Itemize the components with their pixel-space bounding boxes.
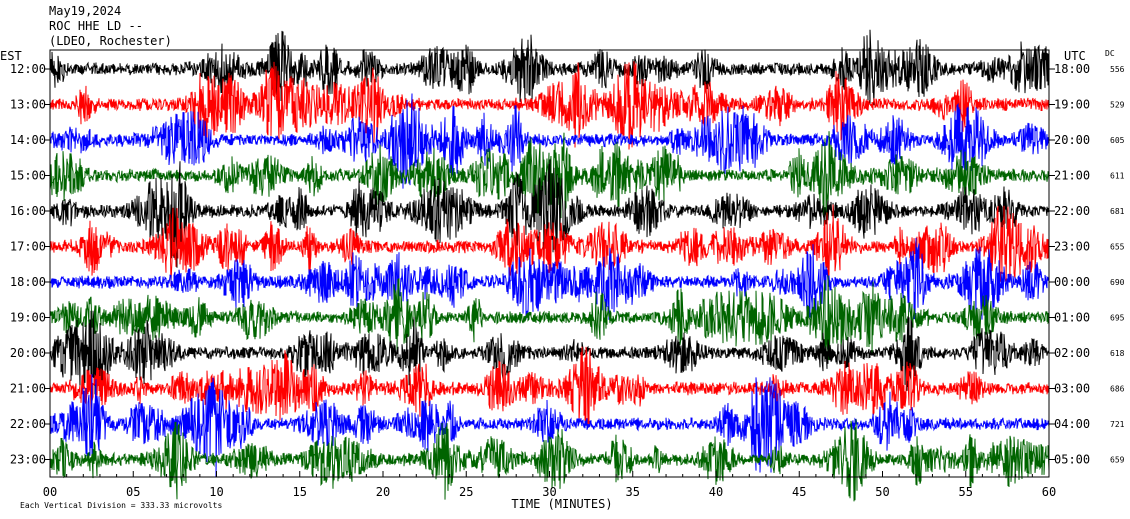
utc-label: 03:00 xyxy=(1054,382,1090,396)
utc-label: 00:00 xyxy=(1054,275,1090,289)
dc-value: 655 xyxy=(1110,243,1125,252)
x-tick-label: 15 xyxy=(293,485,307,499)
utc-label: 21:00 xyxy=(1054,169,1090,183)
utc-label: 19:00 xyxy=(1054,98,1090,112)
header-date: May19,2024 xyxy=(49,4,122,18)
trace-1600 xyxy=(49,159,1050,268)
utc-axis-label: UTC xyxy=(1064,49,1086,63)
est-label: 16:00 xyxy=(10,204,46,218)
dc-value: 611 xyxy=(1110,172,1125,181)
utc-label: 04:00 xyxy=(1054,417,1090,431)
x-tick-label: 00 xyxy=(43,485,57,499)
x-tick-label: 25 xyxy=(459,485,473,499)
utc-label: 22:00 xyxy=(1054,204,1090,218)
x-axis-label: TIME (MINUTES) xyxy=(511,497,612,511)
dc-value: 721 xyxy=(1110,420,1125,429)
est-label: 21:00 xyxy=(10,382,46,396)
dc-value: 695 xyxy=(1110,314,1125,323)
x-tick-label: 05 xyxy=(126,485,140,499)
trace-2000 xyxy=(49,310,1050,395)
est-label: 19:00 xyxy=(10,311,46,325)
est-label: 14:00 xyxy=(10,133,46,147)
est-label: 13:00 xyxy=(10,98,46,112)
utc-label: 23:00 xyxy=(1054,240,1090,254)
dc-value: 556 xyxy=(1110,65,1125,74)
x-tick-label: 45 xyxy=(792,485,806,499)
trace-2100 xyxy=(49,346,1050,428)
trace-layer xyxy=(49,29,1050,502)
dc-value: 529 xyxy=(1110,101,1125,110)
x-tick-label: 35 xyxy=(626,485,640,499)
est-axis-label: EST xyxy=(0,49,22,63)
dc-value: 690 xyxy=(1110,278,1125,287)
est-label: 20:00 xyxy=(10,346,46,360)
dc-value: 618 xyxy=(1110,349,1125,358)
utc-label: 20:00 xyxy=(1054,133,1090,147)
est-label: 23:00 xyxy=(10,453,46,467)
trace-1800 xyxy=(49,237,1050,320)
dc-value: 605 xyxy=(1110,136,1125,145)
est-label: 18:00 xyxy=(10,275,46,289)
header-location: (LDEO, Rochester) xyxy=(49,34,172,48)
est-label: 22:00 xyxy=(10,417,46,431)
x-tick-label: 30 xyxy=(542,485,556,499)
trace-1700 xyxy=(49,204,1050,287)
utc-label: 18:00 xyxy=(1054,62,1090,76)
trace-1900 xyxy=(49,275,1050,360)
est-label: 15:00 xyxy=(10,169,46,183)
trace-1200 xyxy=(49,29,1050,106)
x-tick-label: 60 xyxy=(1042,485,1056,499)
dc-value: 659 xyxy=(1110,456,1125,465)
scale-note: Each Vertical Division = 333.33 microvol… xyxy=(20,501,222,510)
header-station: ROC HHE LD -- xyxy=(49,19,143,33)
dc-header: DC xyxy=(1105,49,1115,58)
utc-label: 02:00 xyxy=(1054,346,1090,360)
utc-label: 05:00 xyxy=(1054,453,1090,467)
x-tick-label: 20 xyxy=(376,485,390,499)
trace-1400 xyxy=(49,93,1050,189)
dc-value: 681 xyxy=(1110,207,1125,216)
x-tick-label: 50 xyxy=(875,485,889,499)
label-layer: 12:00 18:00 556 13:00 19:00 529 14:00 20:00 605 1… xyxy=(0,49,1125,511)
dc-value: 686 xyxy=(1110,385,1125,394)
trace-2300 xyxy=(49,419,1050,502)
x-tick-label: 40 xyxy=(709,485,723,499)
x-tick-label: 10 xyxy=(209,485,223,499)
est-label: 17:00 xyxy=(10,240,46,254)
trace-1300 xyxy=(49,61,1050,150)
utc-label: 01:00 xyxy=(1054,311,1090,325)
est-label: 12:00 xyxy=(10,62,46,76)
x-tick-label: 55 xyxy=(959,485,973,499)
